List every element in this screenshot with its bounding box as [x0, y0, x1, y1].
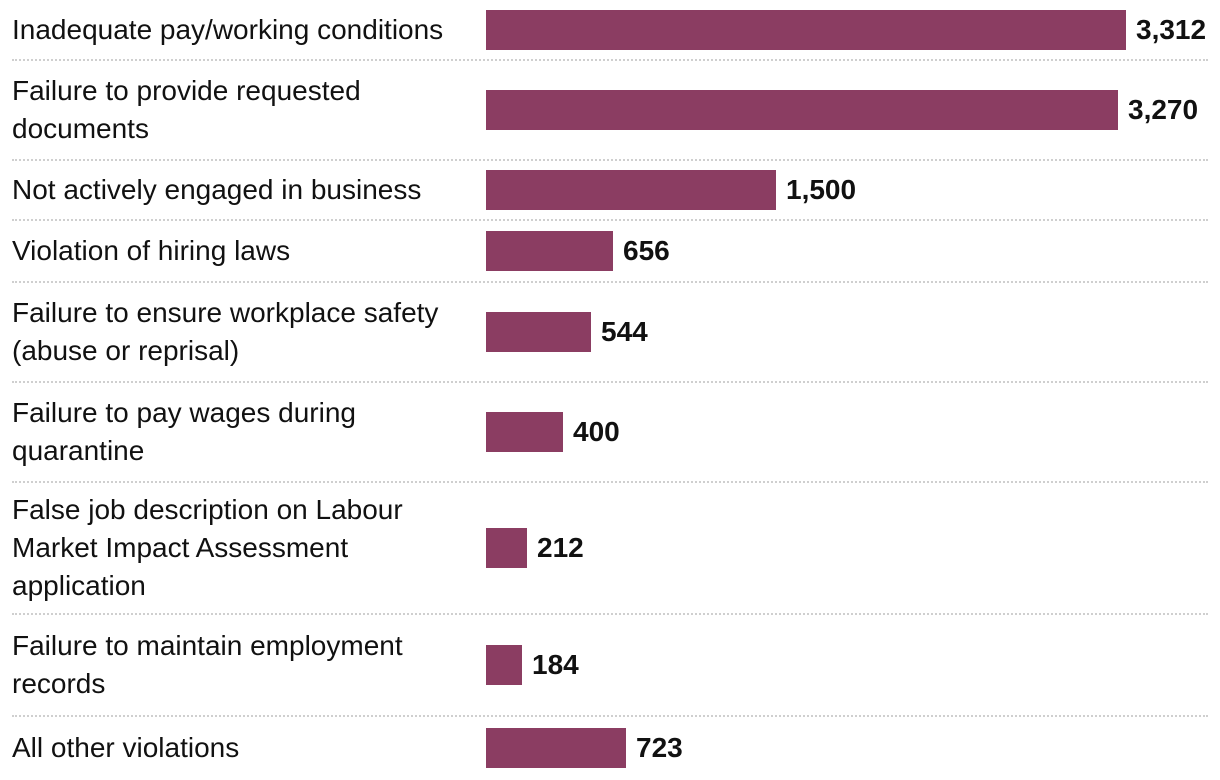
bar [486, 170, 776, 210]
category-label: Not actively engaged in business [12, 174, 422, 205]
chart-row: Failure to provide requested documents 3,… [0, 60, 1220, 160]
value-label: 400 [573, 416, 620, 447]
bar [486, 231, 613, 271]
bar [486, 90, 1118, 130]
row-divider [12, 59, 1208, 61]
row-divider [12, 159, 1208, 161]
value-label: 3,312 [1136, 14, 1207, 45]
value-label: 723 [636, 732, 683, 763]
bar [486, 528, 527, 568]
value-label: 1,500 [786, 174, 857, 205]
bar [486, 312, 591, 352]
bar [486, 728, 626, 768]
bar [486, 645, 522, 685]
bar [486, 412, 563, 452]
chart-row: Failure to ensure workplace safety (abus… [0, 282, 1220, 382]
category-label: Failure to ensure workplace safety (abus… [12, 297, 439, 366]
category-label: Failure to maintain employment records [12, 630, 403, 699]
row-divider [12, 613, 1208, 615]
category-label: All other violations [12, 732, 240, 763]
category-label: False job description on Labour Market I… [12, 494, 403, 601]
category-label: Inadequate pay/working conditions [12, 14, 444, 45]
row-divider [12, 281, 1208, 283]
row-divider [12, 715, 1208, 717]
value-label: 544 [601, 316, 648, 347]
value-label: 656 [623, 235, 670, 266]
chart-row: Violation of hiring laws 656 [0, 220, 1220, 282]
row-divider [12, 481, 1208, 483]
chart-row: Failure to pay wages during quarantine 40… [0, 382, 1220, 482]
row-divider [12, 219, 1208, 221]
bar [486, 10, 1126, 50]
chart-row: False job description on Labour Market I… [0, 482, 1220, 614]
chart-row: Failure to maintain employment records 18… [0, 614, 1220, 716]
category-label: Failure to pay wages during quarantine [12, 397, 356, 466]
chart-row: Not actively engaged in business 1,500 [0, 160, 1220, 220]
value-label: 212 [537, 532, 584, 563]
value-label: 3,270 [1128, 94, 1199, 125]
value-label: 184 [532, 649, 579, 680]
chart-row: All other violations 723 [0, 716, 1220, 780]
chart-row: Inadequate pay/working conditions 3,312 [0, 0, 1220, 60]
category-label: Violation of hiring laws [12, 235, 291, 266]
row-divider [12, 381, 1208, 383]
category-label: Failure to provide requested documents [12, 75, 361, 144]
